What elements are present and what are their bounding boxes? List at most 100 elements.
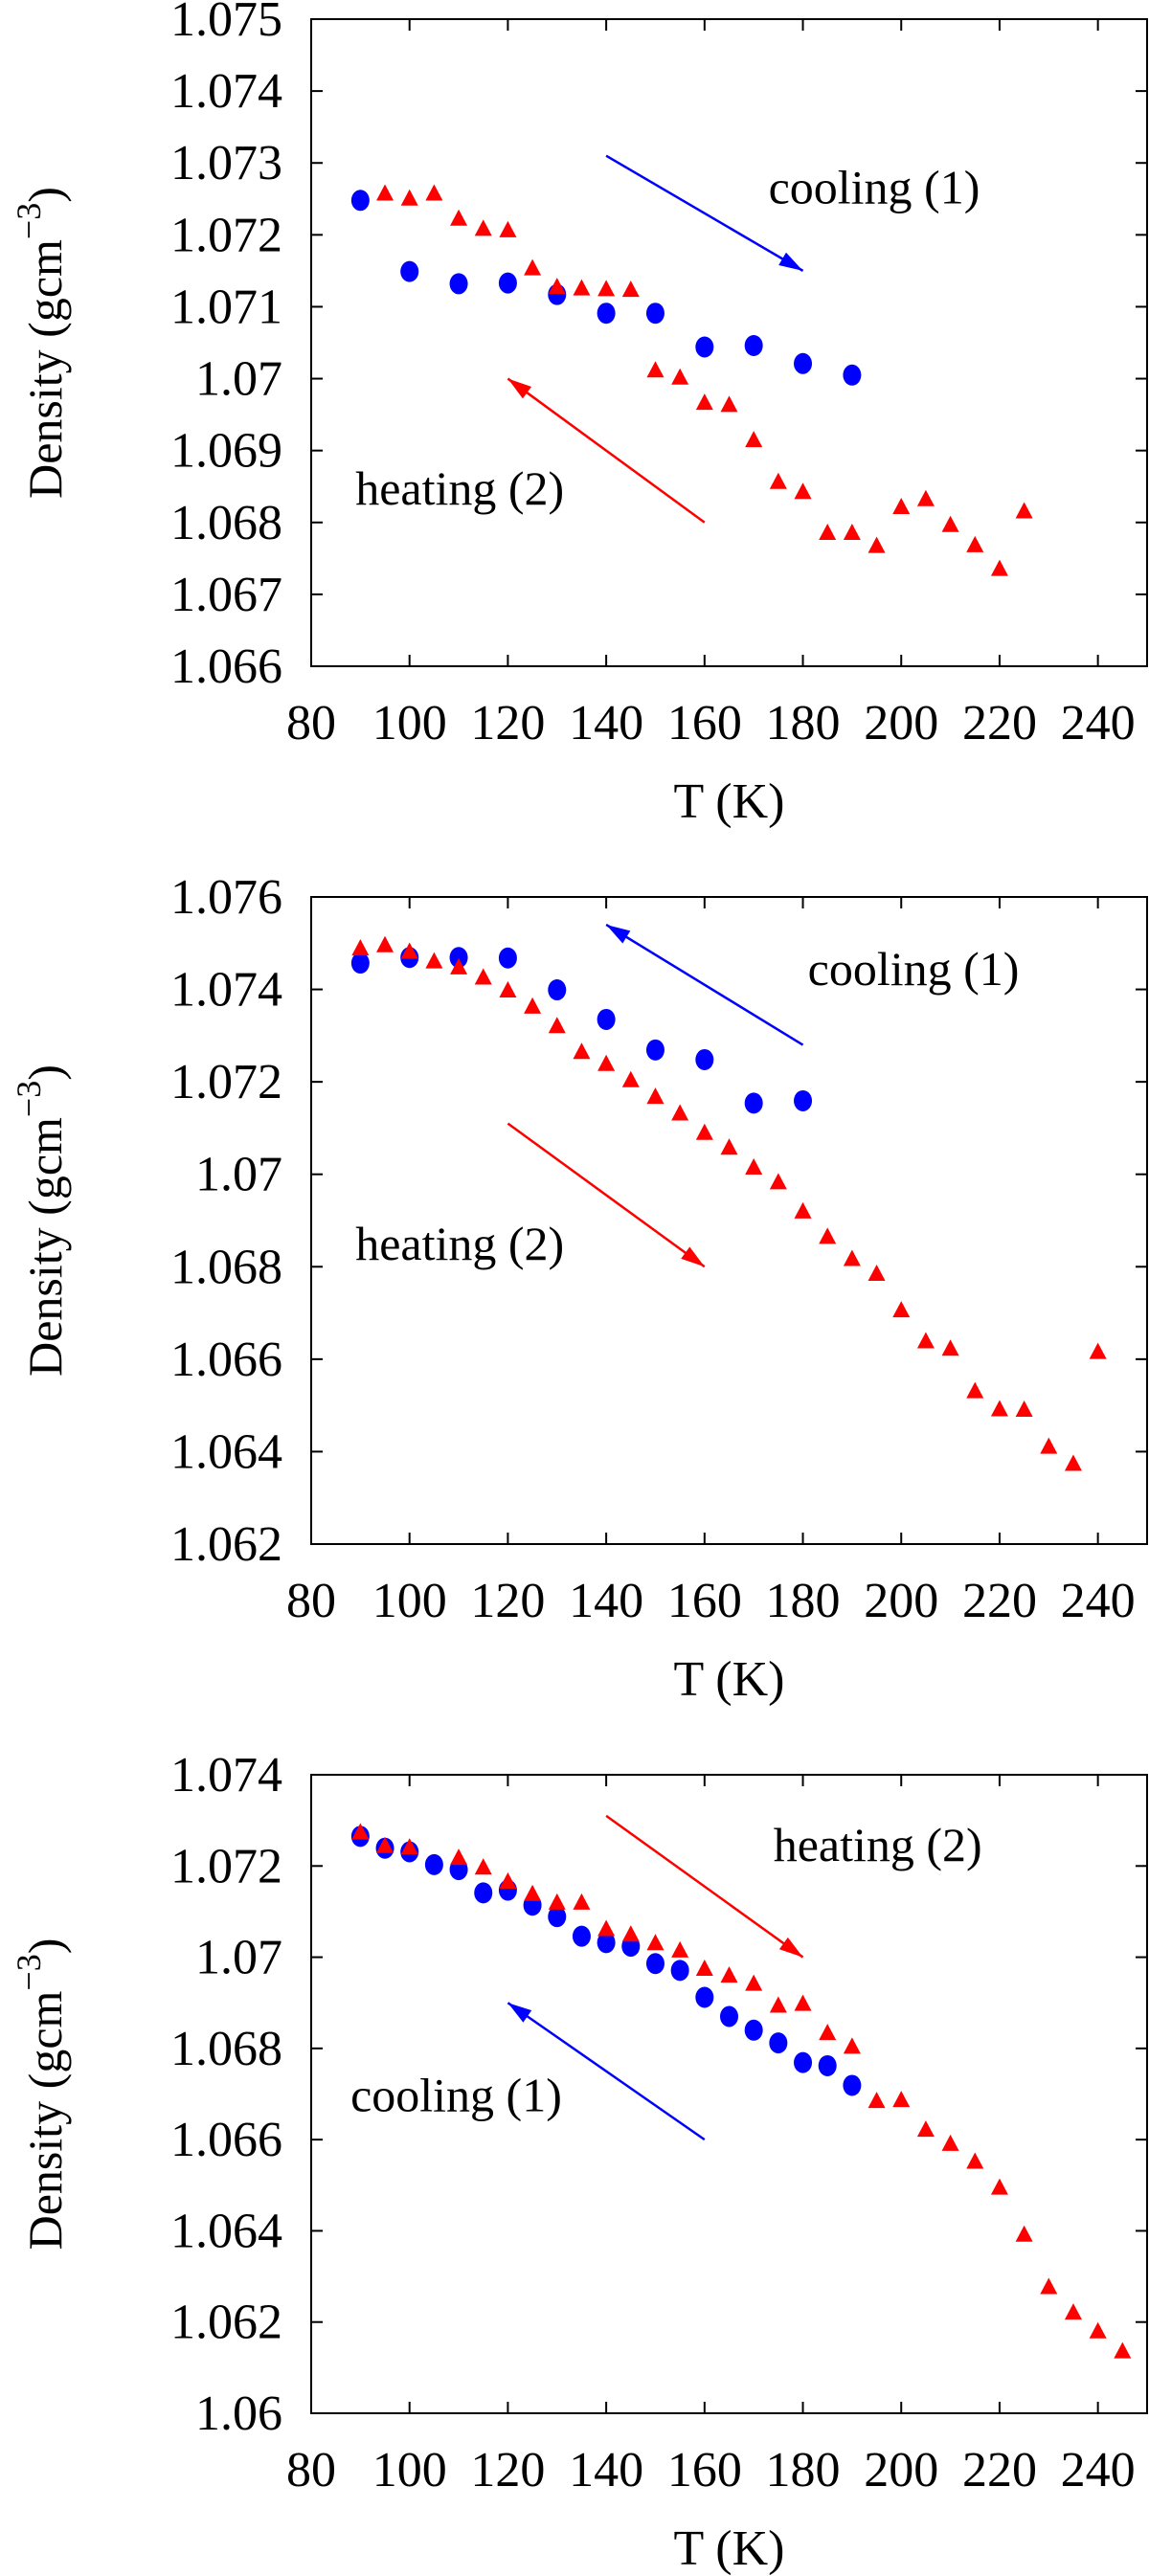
x-tick-label: 220 — [962, 696, 1037, 750]
data-point-triangle — [573, 279, 591, 296]
data-point-triangle — [843, 2037, 861, 2054]
data-point-circle — [424, 1853, 443, 1875]
y-axis-label-main: Density (gcm — [18, 1990, 72, 2250]
arrowhead-icon — [778, 252, 803, 271]
data-point-circle — [597, 1008, 616, 1030]
data-point-circle — [498, 947, 517, 969]
data-point-triangle — [745, 1974, 763, 1991]
data-point-triangle — [425, 952, 443, 969]
plot-frame — [310, 1774, 1148, 2414]
y-axis-label-main: Density (gcm — [18, 1117, 72, 1377]
data-point-triangle — [597, 1919, 616, 1937]
data-point-circle — [695, 1986, 714, 2008]
data-point-triangle — [769, 472, 787, 489]
annotation-label: cooling (1) — [350, 2069, 562, 2122]
data-point-triangle — [548, 1017, 566, 1034]
x-tick-label: 80 — [286, 2443, 336, 2498]
annotation-arrow-line — [605, 154, 804, 272]
x-tick-label: 240 — [1061, 1574, 1136, 1628]
x-tick-label: 120 — [470, 1574, 545, 1628]
data-point-circle — [400, 260, 419, 282]
data-point-triangle — [400, 189, 418, 206]
data-point-triangle — [450, 209, 468, 226]
data-point-triangle — [1089, 2321, 1107, 2339]
data-point-triangle — [548, 278, 566, 295]
arrowhead-icon — [507, 378, 531, 399]
data-point-triangle — [720, 1966, 738, 1983]
data-point-triangle — [769, 1996, 787, 2013]
plot-frame — [310, 18, 1148, 667]
y-tick-label: 1.062 — [170, 1517, 282, 1572]
data-point-circle — [449, 273, 468, 295]
y-tick-label: 1.07 — [195, 1148, 282, 1202]
data-point-triangle — [351, 1823, 370, 1840]
data-point-triangle — [597, 280, 616, 297]
y-tick-label: 1.066 — [170, 639, 282, 694]
x-tick-label: 240 — [1061, 696, 1136, 750]
data-point-circle — [744, 335, 763, 357]
data-point-circle — [645, 1953, 665, 1975]
data-point-triangle — [966, 2152, 984, 2169]
data-point-circle — [548, 1906, 567, 1928]
x-tick-label: 140 — [569, 1574, 643, 1628]
y-tick-label: 1.067 — [170, 568, 282, 622]
data-point-triangle — [425, 184, 443, 201]
data-point-circle — [818, 2054, 837, 2076]
data-point-triangle — [474, 968, 492, 985]
x-tick-label: 100 — [372, 696, 447, 750]
data-point-triangle — [990, 1400, 1008, 1417]
x-tick-label: 180 — [766, 2443, 841, 2498]
y-tick-label: 1.071 — [170, 280, 282, 334]
chart-panel-3: 80 100 120 140 160 180 200 220 240 1.06 1.062 1.064… — [10, 1748, 1148, 2576]
x-axis-label: T (K) — [673, 774, 784, 829]
data-point-triangle — [966, 535, 984, 552]
data-point-triangle — [1040, 1437, 1058, 1454]
data-point-circle — [350, 190, 370, 212]
data-point-circle — [645, 302, 665, 325]
data-point-triangle — [720, 395, 738, 413]
data-point-circle — [597, 1932, 616, 1954]
data-point-triangle — [794, 1201, 812, 1219]
data-point-circle — [843, 2074, 862, 2096]
data-point-triangle — [671, 1104, 689, 1121]
annotation-label: cooling (1) — [769, 160, 980, 213]
annotation-label: heating (2) — [355, 461, 564, 515]
y-axis-label-main: Density (gcm — [18, 239, 72, 499]
data-point-triangle — [400, 942, 418, 959]
data-point-triangle — [1015, 1400, 1033, 1417]
y-axis-label: Density (gcm−3) — [10, 187, 72, 499]
x-tick-label: 80 — [286, 696, 336, 750]
data-point-triangle — [351, 939, 370, 956]
y-tick-label: 1.066 — [170, 2113, 282, 2167]
x-tick-label: 100 — [372, 1574, 447, 1628]
series-circle — [350, 190, 862, 386]
annotation-arrow-line — [507, 377, 706, 524]
arrowhead-icon — [606, 924, 631, 944]
y-tick-label: 1.066 — [170, 1333, 282, 1387]
x-tick-label: 180 — [766, 696, 841, 750]
data-point-triangle — [819, 1227, 837, 1244]
data-point-triangle — [376, 1836, 394, 1853]
y-tick-label: 1.072 — [170, 208, 282, 262]
y-tick-label: 1.068 — [170, 2022, 282, 2076]
y-axis-label: Density (gcm−3) — [10, 1938, 72, 2251]
data-point-triangle — [1015, 502, 1033, 519]
data-point-circle — [498, 272, 517, 294]
data-point-circle — [572, 1925, 591, 1947]
y-axis-label-close: ) — [18, 1064, 72, 1081]
y-tick-label: 1.074 — [170, 963, 282, 1018]
data-point-triangle — [819, 524, 837, 541]
data-point-triangle — [646, 361, 665, 378]
data-point-circle — [744, 1092, 763, 1114]
y-tick-label: 1.062 — [170, 2296, 282, 2350]
data-point-circle — [548, 979, 567, 1001]
y-tick-label: 1.074 — [170, 64, 282, 119]
x-tick-label: 100 — [372, 2443, 447, 2498]
x-tick-label: 120 — [470, 2443, 545, 2498]
y-tick-label: 1.07 — [195, 1931, 282, 1985]
x-tick-label: 200 — [864, 2443, 938, 2498]
arrowhead-icon — [507, 2003, 532, 2023]
annotation-label: heating (2) — [355, 1217, 564, 1270]
data-point-circle — [695, 336, 714, 358]
data-point-triangle — [1040, 2277, 1058, 2295]
